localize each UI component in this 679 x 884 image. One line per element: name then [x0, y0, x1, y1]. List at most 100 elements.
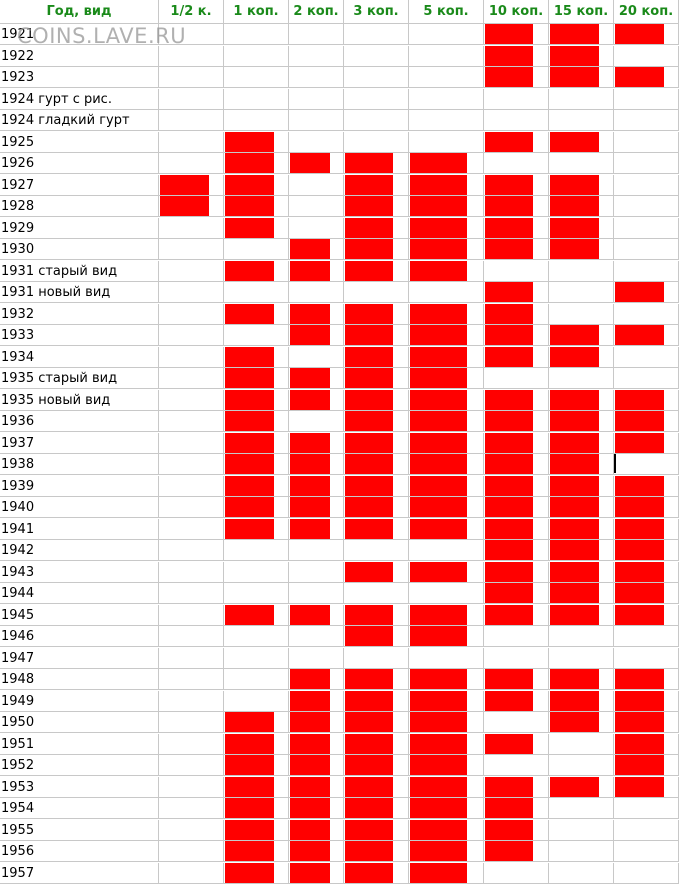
table-cell[interactable] [289, 648, 344, 669]
table-cell[interactable] [409, 583, 484, 604]
table-cell[interactable] [344, 347, 409, 368]
table-cell[interactable] [484, 583, 549, 604]
table-cell[interactable] [159, 411, 224, 432]
table-cell[interactable] [289, 89, 344, 110]
table-cell[interactable] [409, 325, 484, 346]
table-cell[interactable] [409, 132, 484, 153]
table-cell[interactable] [344, 368, 409, 389]
table-cell[interactable] [614, 46, 679, 67]
table-cell[interactable] [159, 562, 224, 583]
table-cell[interactable] [289, 691, 344, 712]
table-cell[interactable] [409, 24, 484, 45]
table-cell[interactable] [289, 390, 344, 411]
table-cell[interactable] [409, 239, 484, 260]
table-cell[interactable] [344, 863, 409, 884]
table-cell[interactable] [549, 583, 614, 604]
table-cell[interactable] [159, 368, 224, 389]
table-cell[interactable] [614, 89, 679, 110]
table-cell[interactable] [549, 304, 614, 325]
table-cell[interactable] [614, 282, 679, 303]
table-cell[interactable] [484, 325, 549, 346]
table-cell[interactable] [484, 175, 549, 196]
header-denomination-3[interactable]: 2 коп. [289, 0, 344, 24]
table-cell[interactable] [614, 261, 679, 282]
table-cell[interactable] [549, 454, 614, 475]
table-cell[interactable] [549, 110, 614, 131]
table-cell[interactable] [549, 863, 614, 884]
table-cell[interactable] [484, 67, 549, 88]
table-cell[interactable] [159, 798, 224, 819]
table-cell[interactable] [344, 626, 409, 647]
table-cell[interactable] [344, 755, 409, 776]
table-cell[interactable] [614, 841, 679, 862]
table-cell[interactable] [224, 562, 289, 583]
table-cell[interactable] [614, 583, 679, 604]
table-cell[interactable] [614, 110, 679, 131]
table-cell[interactable] [159, 46, 224, 67]
table-cell[interactable] [484, 734, 549, 755]
table-cell[interactable] [289, 325, 344, 346]
table-cell[interactable] [409, 368, 484, 389]
table-cell[interactable] [549, 777, 614, 798]
table-cell[interactable] [344, 669, 409, 690]
table-cell[interactable] [614, 669, 679, 690]
table-cell[interactable] [289, 755, 344, 776]
table-cell[interactable] [614, 777, 679, 798]
table-cell[interactable] [614, 153, 679, 174]
table-cell[interactable] [344, 261, 409, 282]
table-cell[interactable] [549, 433, 614, 454]
table-cell[interactable] [344, 304, 409, 325]
table-cell[interactable] [484, 798, 549, 819]
table-cell[interactable] [289, 820, 344, 841]
table-cell[interactable] [484, 820, 549, 841]
table-cell[interactable] [549, 282, 614, 303]
table-cell[interactable] [159, 648, 224, 669]
table-cell[interactable] [409, 712, 484, 733]
header-denomination-4[interactable]: 3 коп. [344, 0, 409, 24]
table-cell[interactable] [549, 67, 614, 88]
table-cell[interactable] [344, 89, 409, 110]
table-cell[interactable] [614, 132, 679, 153]
table-cell[interactable] [159, 132, 224, 153]
table-cell[interactable] [224, 519, 289, 540]
table-cell[interactable] [484, 691, 549, 712]
table-cell[interactable] [409, 175, 484, 196]
table-cell[interactable] [344, 605, 409, 626]
table-cell[interactable] [614, 519, 679, 540]
table-cell[interactable] [409, 304, 484, 325]
table-cell[interactable] [344, 712, 409, 733]
table-cell[interactable] [159, 347, 224, 368]
table-cell[interactable] [549, 519, 614, 540]
table-cell[interactable] [409, 476, 484, 497]
table-cell[interactable] [159, 820, 224, 841]
table-cell[interactable] [224, 239, 289, 260]
table-cell[interactable] [224, 626, 289, 647]
table-cell[interactable] [409, 777, 484, 798]
table-cell[interactable] [484, 777, 549, 798]
table-cell[interactable] [289, 46, 344, 67]
table-cell[interactable] [159, 67, 224, 88]
table-cell[interactable] [344, 175, 409, 196]
table-cell[interactable] [159, 863, 224, 884]
table-cell[interactable] [289, 777, 344, 798]
table-cell[interactable] [344, 540, 409, 561]
table-cell[interactable] [159, 24, 224, 45]
table-cell[interactable] [159, 734, 224, 755]
table-cell[interactable] [159, 325, 224, 346]
table-cell[interactable] [409, 196, 484, 217]
table-cell[interactable] [344, 24, 409, 45]
table-cell[interactable] [224, 798, 289, 819]
table-cell[interactable] [344, 282, 409, 303]
table-cell[interactable] [549, 24, 614, 45]
table-cell[interactable] [224, 755, 289, 776]
table-cell[interactable] [344, 519, 409, 540]
table-cell[interactable] [224, 433, 289, 454]
table-cell[interactable] [224, 46, 289, 67]
table-cell[interactable] [549, 196, 614, 217]
table-cell[interactable] [224, 820, 289, 841]
header-denomination-6[interactable]: 10 коп. [484, 0, 549, 24]
table-cell[interactable] [484, 89, 549, 110]
table-cell[interactable] [484, 476, 549, 497]
table-cell[interactable] [549, 239, 614, 260]
table-cell[interactable] [614, 411, 679, 432]
